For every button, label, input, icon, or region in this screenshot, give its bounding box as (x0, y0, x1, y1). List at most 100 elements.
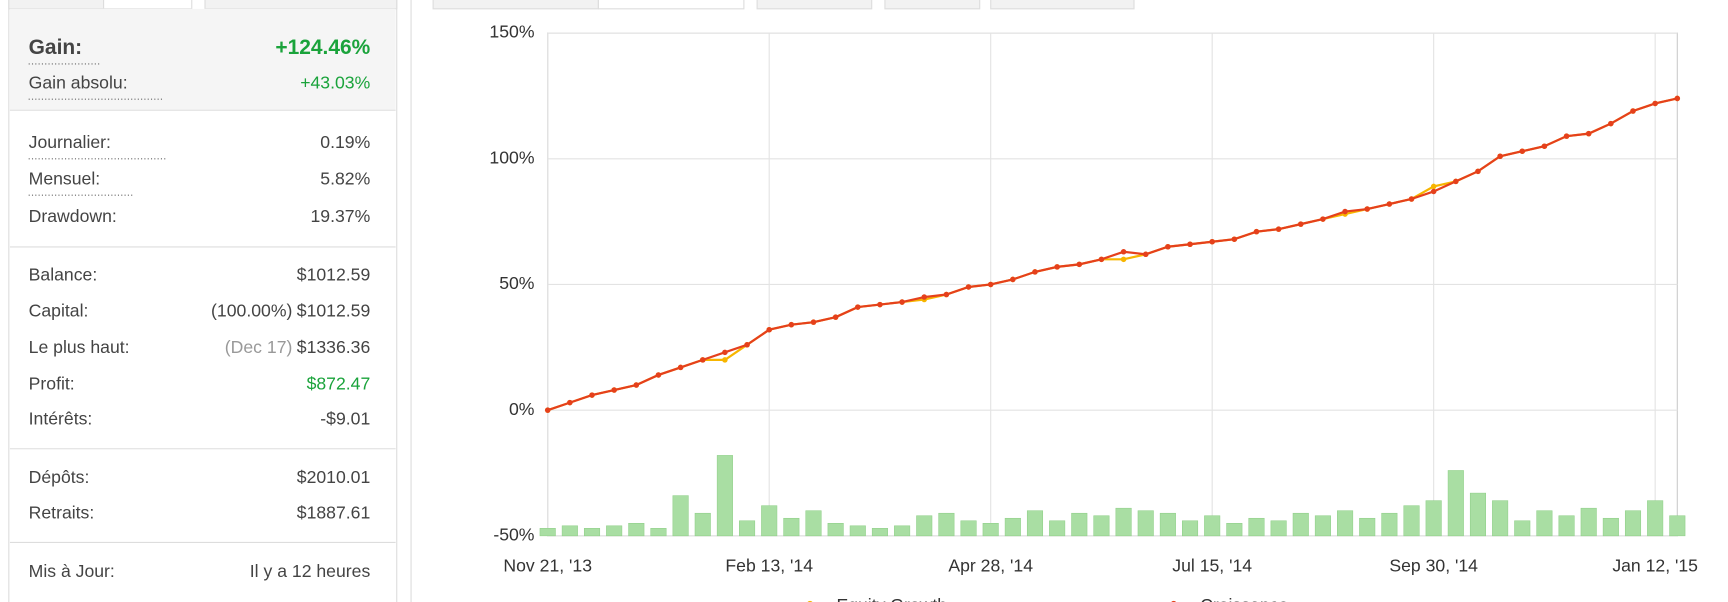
series-point (1585, 130, 1592, 137)
series-point (1275, 226, 1282, 232)
volume-bar (1226, 523, 1243, 537)
volume-bar (1115, 507, 1132, 537)
stat-value: $1887.61 (297, 502, 370, 522)
series-point (899, 299, 905, 305)
stat-value: -$9.01 (320, 409, 370, 429)
series-point (611, 387, 617, 393)
tab[interactable] (884, 0, 981, 10)
volume-bar (1514, 520, 1531, 537)
volume-bar (1292, 512, 1309, 537)
series-point (1187, 241, 1193, 247)
y-tick-label: 50% (499, 273, 535, 293)
volume-bar (1381, 512, 1398, 537)
tab[interactable] (990, 0, 1135, 10)
series-point (1519, 148, 1526, 154)
stat-value: 0.19% (320, 132, 370, 152)
series-point (1430, 183, 1437, 190)
volume-bar (1669, 515, 1686, 537)
volume-bar (1403, 505, 1420, 537)
volume-bar (1137, 510, 1154, 537)
y-tick-label: 100% (489, 147, 534, 167)
tab[interactable] (756, 0, 873, 10)
stat-label: Mensuel: (29, 168, 100, 188)
volume-bar (1558, 515, 1575, 537)
tab[interactable] (432, 0, 599, 10)
series-point (567, 399, 573, 406)
series-point (766, 326, 772, 333)
tab[interactable] (204, 0, 398, 10)
series-point (1674, 95, 1681, 102)
stat-label: Gain: (29, 36, 83, 59)
volume-bar (894, 525, 911, 537)
volume-bar (1270, 520, 1287, 537)
tab[interactable] (597, 0, 745, 10)
series-point (855, 304, 861, 310)
volume-bar (1182, 520, 1199, 537)
tab[interactable] (8, 0, 105, 10)
volume-bar (606, 525, 623, 537)
series-point (633, 382, 640, 388)
series-point (1630, 108, 1636, 114)
stat-note: (100.00%) (211, 301, 292, 321)
volume-bar (1049, 520, 1066, 537)
x-tick-label: Jul 15, '14 (1172, 555, 1252, 575)
stat-label: Balance: (29, 264, 98, 284)
stat-value: 19.37% (311, 206, 371, 226)
series-point (1209, 238, 1215, 245)
volume-bar (1580, 507, 1597, 537)
stat-value: +124.46% (275, 36, 370, 59)
volume-bar (1093, 515, 1110, 537)
series-point (1364, 206, 1370, 212)
stat-label: Capital: (29, 301, 89, 321)
volume-bar (1602, 517, 1619, 537)
series-point (655, 372, 662, 378)
legend-label: Equity Growth (836, 595, 947, 602)
volume-bar (761, 505, 778, 537)
series-point (1076, 261, 1083, 268)
stat-label: Retraits: (29, 502, 95, 522)
series-point (1298, 221, 1304, 227)
volume-bar (561, 525, 578, 537)
series-line (547, 97, 1678, 412)
volume-bar (1071, 512, 1088, 537)
series-point (788, 321, 795, 328)
volume-bar (1647, 500, 1664, 537)
stat-label: Mis à Jour: (29, 561, 115, 581)
stat-note: (Dec 17) (225, 337, 293, 357)
volume-bar (805, 510, 822, 537)
series-point (1098, 256, 1105, 263)
series-point (810, 319, 817, 325)
volume-bar (650, 528, 667, 537)
x-tick-label: Apr 28, '14 (948, 555, 1033, 575)
volume-bar (827, 523, 844, 537)
series-point (1142, 251, 1149, 258)
series-point (1165, 243, 1171, 250)
tab[interactable] (103, 0, 193, 10)
volume-bar (694, 512, 711, 537)
stat-value: $1012.59 (297, 264, 370, 284)
stat-label: Journalier: (29, 132, 111, 152)
stat-value: +43.03% (300, 72, 370, 92)
stat-value: Il y a 12 heures (250, 561, 371, 581)
stat-value: 5.82% (320, 168, 370, 188)
stat-label: Profit: (29, 373, 75, 393)
volume-bar (1314, 515, 1331, 537)
series-point (1453, 178, 1459, 185)
x-tick-label: Jan 12, '15 (1612, 555, 1698, 575)
volume-bar (783, 517, 800, 537)
stat-label: Intérêts: (29, 409, 93, 429)
y-tick-label: 150% (489, 22, 534, 42)
volume-bar (916, 515, 933, 537)
series-point (1541, 143, 1548, 149)
series-point (832, 314, 839, 320)
stats-list: Gain: +124.46% Gain absolu: +43.03% Journali… (9, 36, 396, 581)
volume-bar (1492, 500, 1509, 537)
volume-bar (960, 520, 977, 537)
series-point (1386, 201, 1393, 207)
y-tick-label: 0% (509, 399, 535, 419)
volume-bar (1425, 500, 1442, 537)
series-point (1430, 188, 1437, 195)
series-point (987, 281, 994, 288)
volume-bar (938, 512, 955, 537)
